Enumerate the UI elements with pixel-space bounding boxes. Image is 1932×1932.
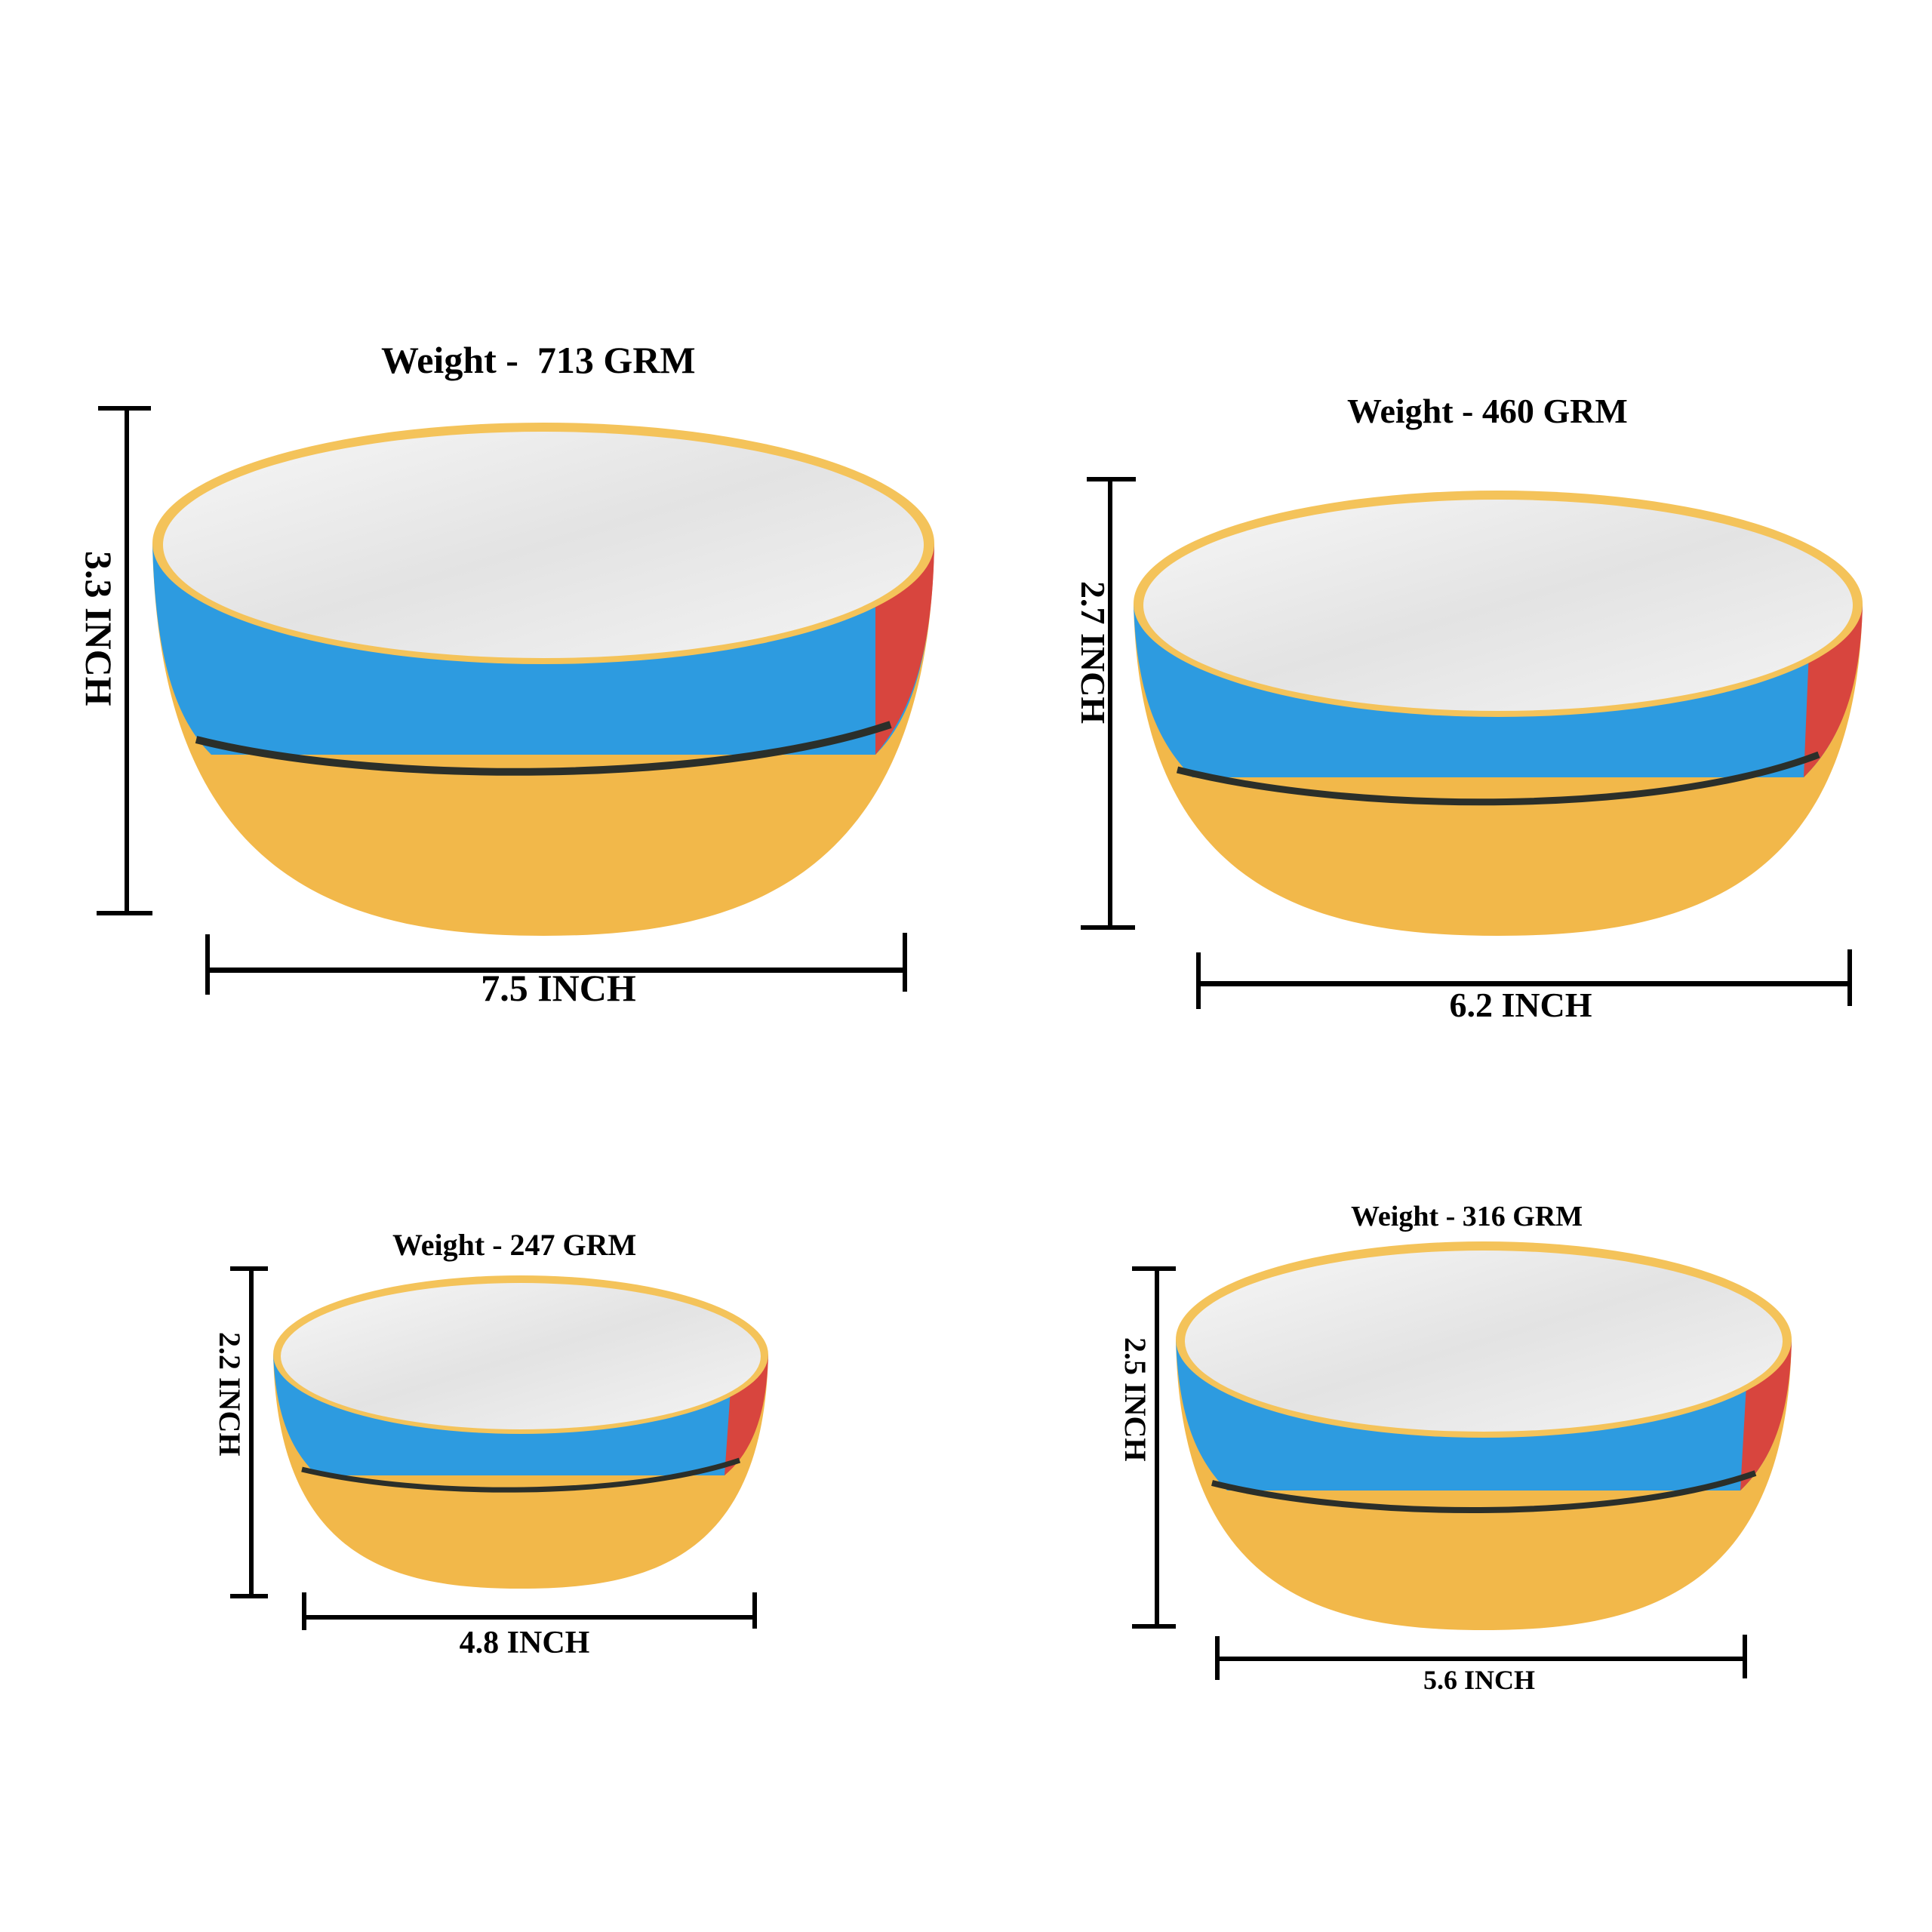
weight-label: Weight - 316 GRM bbox=[1351, 1201, 1583, 1232]
bowl-illustration bbox=[1134, 491, 1863, 936]
bowl-illustration bbox=[273, 1275, 768, 1589]
height-label: 2.5 INCH bbox=[1118, 1337, 1152, 1462]
weight-label: Weight - 460 GRM bbox=[1347, 392, 1628, 430]
height-dimension-cap-bottom bbox=[97, 911, 152, 915]
height-label: 3.3 INCH bbox=[78, 551, 120, 706]
height-label: 2.7 INCH bbox=[1074, 581, 1112, 724]
width-label: 7.5 INCH bbox=[481, 967, 636, 1009]
width-dimension-line bbox=[1217, 1657, 1746, 1661]
width-dimension-cap-right bbox=[1743, 1635, 1747, 1678]
width-label: 6.2 INCH bbox=[1449, 986, 1592, 1024]
width-dimension-line bbox=[304, 1615, 755, 1620]
weight-label: Weight - 247 GRM bbox=[392, 1228, 637, 1262]
width-dimension-line bbox=[208, 968, 906, 973]
width-dimension-cap-left bbox=[302, 1592, 306, 1630]
width-dimension-cap-left bbox=[1196, 952, 1201, 1009]
bowl-medium-image bbox=[1174, 1238, 1793, 1630]
width-label: 4.8 INCH bbox=[459, 1626, 590, 1660]
height-dimension-cap-bottom bbox=[1132, 1624, 1176, 1629]
height-dimension-line bbox=[125, 408, 129, 913]
width-dimension-line bbox=[1198, 981, 1851, 986]
width-dimension-cap-right bbox=[752, 1592, 757, 1629]
height-label: 2.2 INCH bbox=[213, 1332, 247, 1457]
height-dimension-line bbox=[249, 1268, 254, 1597]
bowl-medium-large-image bbox=[1132, 483, 1864, 936]
weight-label: Weight - 713 GRM bbox=[381, 339, 696, 381]
height-dimension-cap-bottom bbox=[230, 1594, 268, 1598]
bowl-illustration bbox=[1176, 1241, 1792, 1630]
width-dimension-cap-right bbox=[903, 933, 907, 992]
width-label: 5.6 INCH bbox=[1423, 1665, 1535, 1695]
bowl-large-image bbox=[151, 423, 936, 936]
height-dimension-line bbox=[1155, 1268, 1159, 1627]
height-dimension-cap-top bbox=[1132, 1266, 1176, 1271]
bowl-illustration bbox=[152, 423, 934, 936]
width-dimension-cap-right bbox=[1847, 949, 1852, 1006]
width-dimension-cap-left bbox=[205, 934, 210, 995]
height-dimension-cap-bottom bbox=[1081, 925, 1135, 930]
height-dimension-line bbox=[1108, 478, 1112, 928]
bowl-small-image bbox=[272, 1272, 770, 1589]
